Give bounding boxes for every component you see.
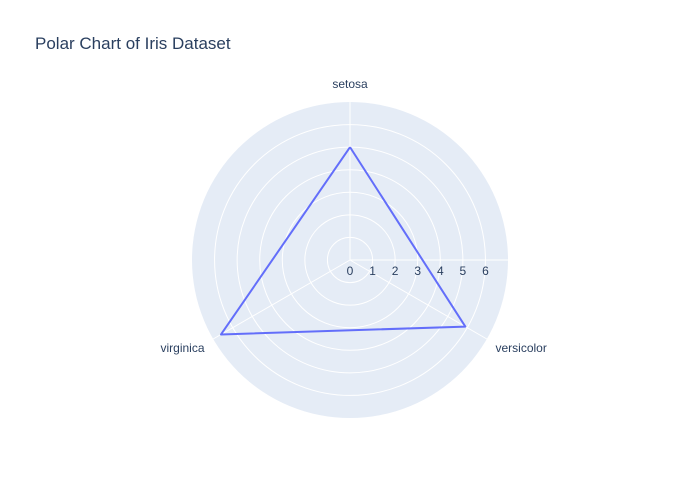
radial-tick-label: 1: [369, 264, 376, 278]
chart-title: Polar Chart of Iris Dataset: [35, 34, 231, 53]
series-line: [219, 146, 467, 336]
angular-tick-label: versicolor: [495, 341, 546, 355]
angular-tick-label: setosa: [332, 77, 368, 91]
radial-tick-label: 2: [392, 264, 399, 278]
angular-gridline: [212, 259, 351, 340]
angular-tick-label: virginica: [160, 341, 204, 355]
radial-tick-label: 3: [414, 264, 421, 278]
radial-tick-label: 4: [437, 264, 444, 278]
radial-tick-label: 6: [482, 264, 489, 278]
radial-tick-label: 5: [460, 264, 467, 278]
radial-tick-label: 0: [347, 264, 354, 278]
